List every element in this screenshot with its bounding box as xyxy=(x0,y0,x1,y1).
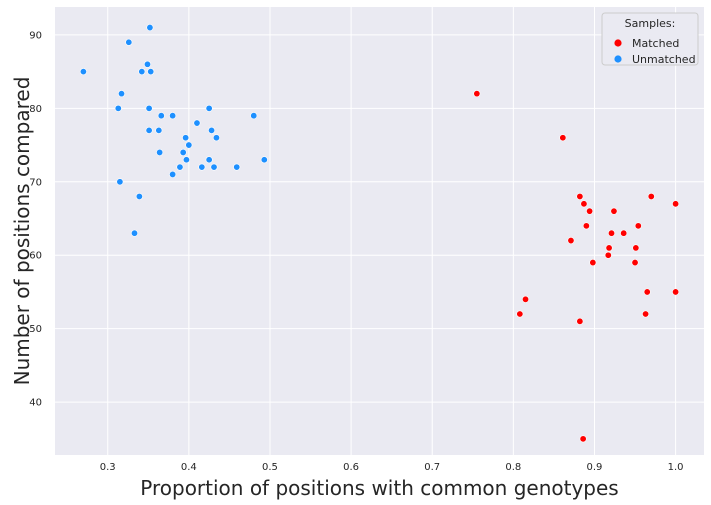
unmatched-point xyxy=(135,192,143,200)
y-tick-label: 80 xyxy=(29,104,42,115)
unmatched-point xyxy=(176,163,184,171)
matched-point xyxy=(608,229,616,237)
unmatched-point xyxy=(79,68,87,76)
matched-point xyxy=(579,435,587,443)
matched-point xyxy=(642,310,650,318)
unmatched-point xyxy=(169,170,177,178)
unmatched-point xyxy=(210,163,218,171)
unmatched-point xyxy=(182,156,190,164)
unmatched-point xyxy=(169,112,177,120)
matched-point xyxy=(576,192,584,200)
unmatched-point xyxy=(182,134,190,142)
matched-point xyxy=(473,90,481,98)
legend-title: Samples: xyxy=(625,17,676,30)
matched-point xyxy=(632,244,640,252)
unmatched-point xyxy=(179,148,187,156)
unmatched-point xyxy=(205,156,213,164)
x-tick-label: 0.6 xyxy=(343,462,359,473)
x-tick-label: 0.4 xyxy=(181,462,197,473)
unmatched-point xyxy=(233,163,241,171)
matched-point xyxy=(522,295,530,303)
legend-entries: Matched Unmatched xyxy=(614,37,696,66)
matched-point xyxy=(647,192,655,200)
unmatched-point xyxy=(205,104,213,112)
data-points xyxy=(79,24,680,443)
unmatched-point xyxy=(114,104,122,112)
matched-point xyxy=(582,222,590,230)
unmatched-point xyxy=(198,163,206,171)
x-tick-labels: 0.3 0.4 0.5 0.6 0.7 0.8 0.9 1.0 xyxy=(100,462,684,473)
matched-point xyxy=(589,259,597,267)
unmatched-point xyxy=(212,134,220,142)
unmatched-point xyxy=(155,126,163,134)
unmatched-point xyxy=(208,126,216,134)
y-tick-labels: 40 50 60 70 80 90 xyxy=(29,30,42,408)
matched-point xyxy=(620,229,628,237)
unmatched-point xyxy=(125,38,133,46)
matched-point xyxy=(567,237,575,245)
unmatched-point xyxy=(118,90,126,98)
unmatched-point xyxy=(116,178,124,186)
matched-point xyxy=(559,134,567,142)
legend-label-matched: Matched xyxy=(632,37,679,50)
matched-point xyxy=(631,259,639,267)
x-axis-label: Proportion of positions with common geno… xyxy=(140,476,618,500)
y-tick-label: 40 xyxy=(29,398,42,409)
x-tick-label: 0.8 xyxy=(505,462,521,473)
legend: Samples: Matched Unmatched xyxy=(601,12,699,66)
matched-point xyxy=(516,310,524,318)
unmatched-point xyxy=(250,112,258,120)
unmatched-point xyxy=(260,156,268,164)
matched-point xyxy=(610,207,618,215)
y-tick-label: 60 xyxy=(29,251,42,262)
unmatched-point xyxy=(145,104,153,112)
unmatched-point xyxy=(157,112,165,120)
y-tick-label: 50 xyxy=(29,324,42,335)
matched-point xyxy=(634,222,642,230)
x-tick-label: 0.3 xyxy=(100,462,116,473)
y-tick-label: 70 xyxy=(29,177,42,188)
unmatched-point xyxy=(156,148,164,156)
legend-marker-unmatched xyxy=(614,55,622,63)
matched-point xyxy=(604,251,612,259)
plot-area xyxy=(55,7,704,455)
matched-point xyxy=(576,317,584,325)
matched-point xyxy=(672,200,680,208)
unmatched-point xyxy=(143,60,151,68)
unmatched-point xyxy=(131,229,139,237)
y-tick-label: 90 xyxy=(29,30,42,41)
x-tick-label: 0.7 xyxy=(424,462,440,473)
unmatched-point xyxy=(145,126,153,134)
y-axis-label: Number of positions compared xyxy=(10,77,34,386)
unmatched-point xyxy=(146,24,154,32)
unmatched-point xyxy=(147,68,155,76)
unmatched-point xyxy=(185,141,193,149)
unmatched-point xyxy=(138,68,146,76)
matched-point xyxy=(586,207,594,215)
matched-point xyxy=(605,244,613,252)
unmatched-point xyxy=(193,119,201,127)
legend-box xyxy=(601,12,699,66)
legend-label-unmatched: Unmatched xyxy=(632,53,696,66)
x-tick-label: 0.9 xyxy=(587,462,603,473)
legend-marker-matched xyxy=(614,39,622,47)
grid-lines xyxy=(55,7,704,455)
x-tick-label: 0.5 xyxy=(262,462,278,473)
matched-point xyxy=(643,288,651,296)
x-tick-label: 1.0 xyxy=(668,462,684,473)
matched-point xyxy=(672,288,680,296)
matched-point xyxy=(580,200,588,208)
